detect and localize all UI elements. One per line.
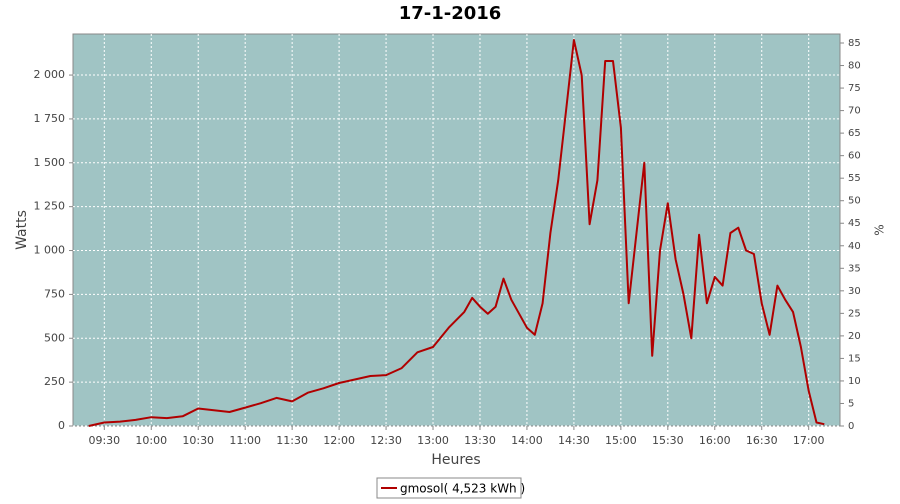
x-tick-label: 12:30 — [370, 434, 402, 447]
y2-tick-label: 35 — [848, 263, 861, 274]
x-tick-label: 09:30 — [88, 434, 120, 447]
x-tick-label: 10:00 — [135, 434, 167, 447]
y2-tick-label: 70 — [848, 106, 861, 117]
y-tick-label: 1 750 — [34, 112, 66, 125]
y2-tick-label: 15 — [848, 353, 861, 364]
y-tick-label: 500 — [44, 331, 65, 344]
y-tick-label: 1 500 — [34, 156, 66, 169]
x-tick-label: 13:00 — [417, 434, 449, 447]
y-axis-label: Watts — [14, 210, 30, 250]
y2-tick-label: 65 — [848, 128, 861, 139]
y-tick-label: 250 — [44, 375, 65, 388]
y2-tick-label: 5 — [848, 398, 854, 409]
x-tick-label: 15:30 — [652, 434, 684, 447]
y2-tick-label: 25 — [848, 308, 861, 319]
y-tick-label: 0 — [58, 419, 65, 432]
y2-tick-label: 85 — [848, 38, 861, 49]
y2-tick-label: 20 — [848, 331, 861, 342]
y2-tick-label: 40 — [848, 241, 861, 252]
plot-area — [72, 33, 841, 427]
x-tick-label: 11:30 — [276, 434, 308, 447]
x-tick-label: 16:30 — [746, 434, 778, 447]
x-tick-label: 13:30 — [464, 434, 496, 447]
x-tick-label: 10:30 — [182, 434, 214, 447]
series-line — [88, 39, 825, 427]
x-tick-label: 11:00 — [229, 434, 261, 447]
y2-tick-label: 0 — [848, 421, 854, 432]
y2-tick-label: 60 — [848, 151, 861, 162]
y2-axis-label: % — [873, 224, 887, 235]
x-axis-label: Heures — [431, 452, 480, 468]
x-tick-label: 15:00 — [605, 434, 637, 447]
y-tick-label: 1 250 — [34, 200, 66, 213]
y-tick-label: 1 000 — [34, 244, 66, 257]
legend-box — [376, 477, 522, 499]
y2-tick-label: 75 — [848, 83, 861, 94]
x-tick-label: 14:00 — [511, 434, 543, 447]
x-tick-label: 12:00 — [323, 434, 355, 447]
y2-tick-label: 80 — [848, 61, 861, 72]
chart-title: 17-1-2016 — [399, 3, 502, 24]
y2-tick-label: 55 — [848, 173, 861, 184]
x-tick-label: 14:30 — [558, 434, 590, 447]
legend-label: gmosol( 4,523 kWh ) — [400, 482, 525, 496]
y2-tick-label: 10 — [848, 376, 861, 387]
y-tick-label: 750 — [44, 287, 65, 300]
y2-tick-label: 50 — [848, 196, 861, 207]
y-tick-label: 2 000 — [34, 68, 66, 81]
x-tick-label: 16:00 — [699, 434, 731, 447]
x-tick-label: 17:00 — [793, 434, 825, 447]
y2-tick-label: 30 — [848, 286, 861, 297]
y2-tick-label: 45 — [848, 218, 861, 229]
